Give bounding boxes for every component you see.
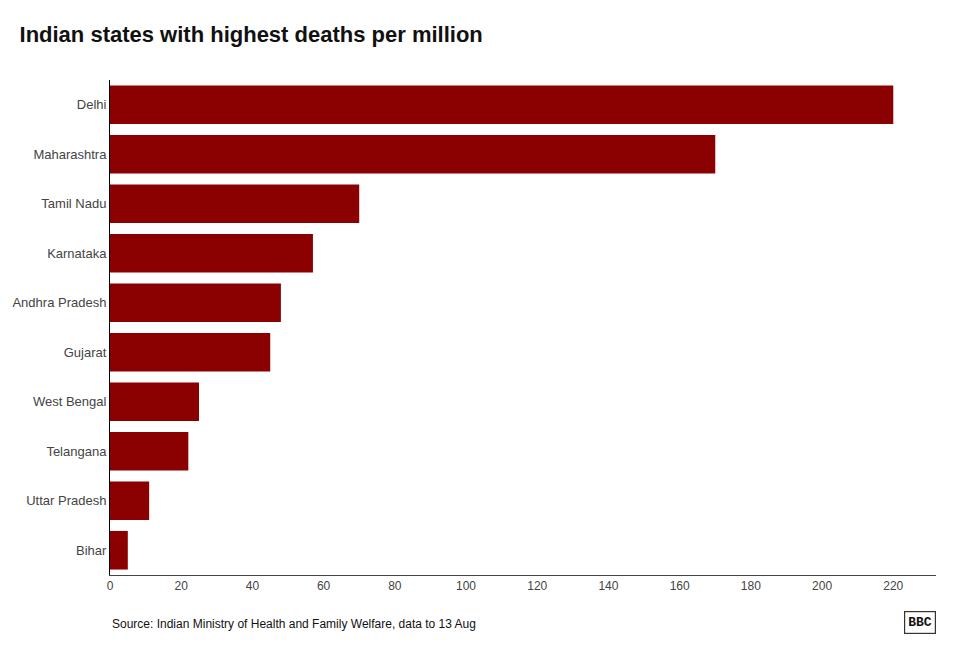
svg-text:West Bengal: West Bengal (33, 394, 107, 409)
svg-text:Telangana: Telangana (46, 444, 107, 459)
svg-text:160: 160 (670, 579, 690, 593)
svg-text:Indian states with highest dea: Indian states with highest deaths per mi… (20, 22, 483, 47)
svg-text:Delhi: Delhi (77, 97, 107, 112)
svg-text:Maharashtra: Maharashtra (33, 147, 107, 162)
svg-text:0: 0 (107, 579, 114, 593)
svg-text:Bihar: Bihar (76, 543, 107, 558)
svg-text:Uttar Pradesh: Uttar Pradesh (26, 493, 106, 508)
svg-text:BBC: BBC (908, 615, 932, 630)
svg-text:Tamil Nadu: Tamil Nadu (41, 196, 106, 211)
svg-text:60: 60 (317, 579, 331, 593)
svg-text:20: 20 (175, 579, 189, 593)
svg-text:140: 140 (598, 579, 618, 593)
svg-text:120: 120 (527, 579, 547, 593)
svg-text:Gujarat: Gujarat (64, 345, 107, 360)
svg-text:100: 100 (456, 579, 476, 593)
svg-text:Karnataka: Karnataka (47, 246, 107, 261)
svg-text:Source: Indian Ministry of Hea: Source: Indian Ministry of Health and Fa… (112, 617, 476, 631)
svg-text:200: 200 (812, 579, 832, 593)
svg-text:220: 220 (883, 579, 903, 593)
svg-text:40: 40 (246, 579, 260, 593)
svg-text:Andhra Pradesh: Andhra Pradesh (12, 295, 106, 310)
svg-text:80: 80 (388, 579, 402, 593)
svg-text:180: 180 (741, 579, 761, 593)
